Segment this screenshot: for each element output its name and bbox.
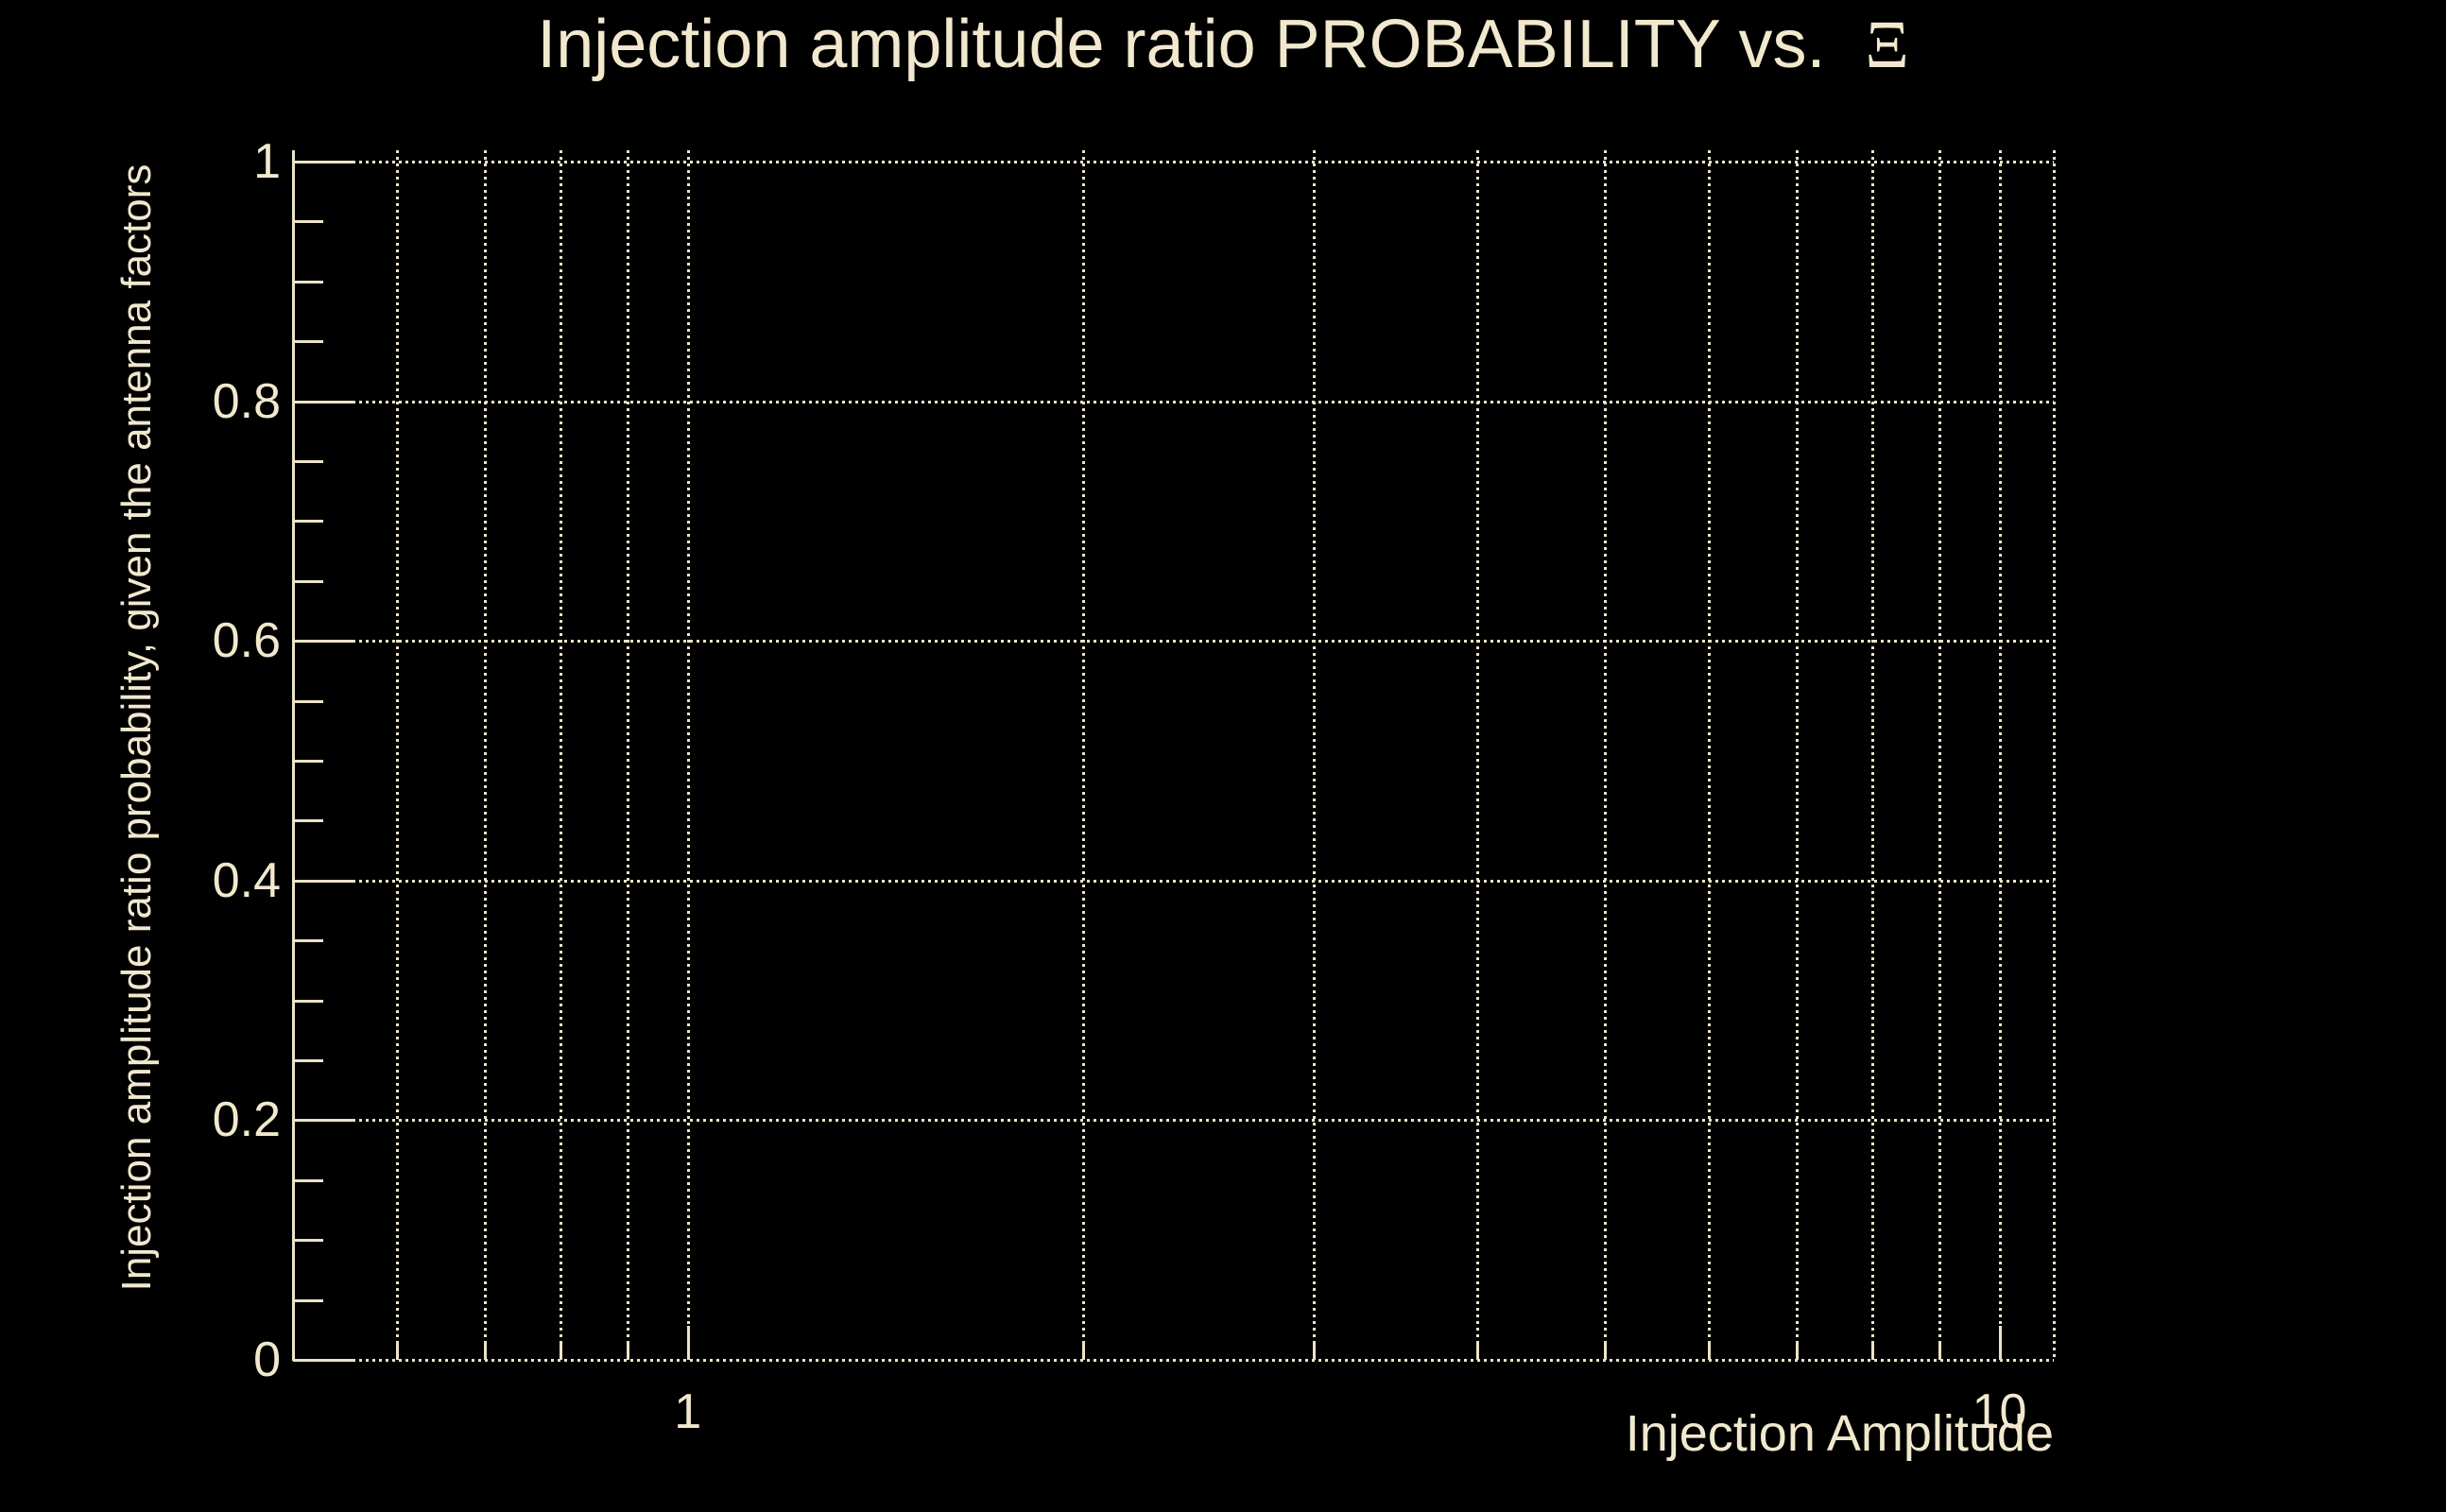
y-tick-label: 0.2 bbox=[212, 1092, 281, 1148]
y-minor-tick bbox=[293, 939, 323, 943]
y-gridline bbox=[293, 879, 2054, 883]
x-gridline bbox=[627, 150, 630, 1360]
x-axis-line bbox=[293, 1359, 2054, 1362]
x-gridline bbox=[1707, 150, 1711, 1360]
x-minor-tick bbox=[395, 1343, 399, 1360]
x-gridline bbox=[1871, 150, 1875, 1360]
y-tick-label: 0 bbox=[253, 1332, 281, 1387]
chart-title-text: Injection amplitude ratio PROBABILITY vs… bbox=[537, 7, 1826, 82]
y-major-tick bbox=[293, 879, 353, 883]
y-minor-tick bbox=[293, 699, 323, 703]
y-minor-tick bbox=[293, 1059, 323, 1062]
x-gridline bbox=[1938, 150, 1942, 1360]
chart-title: Injection amplitude ratio PROBABILITY vs… bbox=[0, 7, 2446, 82]
x-gridline bbox=[1081, 150, 1085, 1360]
x-gridline bbox=[1998, 150, 2002, 1360]
x-tick-label: 1 bbox=[674, 1384, 702, 1439]
x-gridline bbox=[1795, 150, 1799, 1360]
x-major-tick bbox=[686, 1326, 690, 1360]
x-minor-tick bbox=[1476, 1343, 1480, 1360]
y-major-tick bbox=[293, 640, 353, 644]
x-minor-tick bbox=[1707, 1343, 1711, 1360]
x-gridline bbox=[2053, 150, 2056, 1360]
y-minor-tick bbox=[293, 819, 323, 823]
y-minor-tick bbox=[293, 1298, 323, 1302]
y-minor-tick bbox=[293, 760, 323, 763]
y-minor-tick bbox=[293, 579, 323, 583]
y-gridline bbox=[293, 161, 2054, 163]
y-minor-tick bbox=[293, 999, 323, 1003]
y-gridline bbox=[293, 640, 2054, 644]
y-minor-tick bbox=[293, 1178, 323, 1182]
x-tick-label: 10 bbox=[1972, 1384, 2027, 1439]
y-major-tick bbox=[293, 1359, 353, 1362]
x-major-tick bbox=[1998, 1326, 2002, 1360]
x-minor-tick bbox=[483, 1343, 487, 1360]
y-axis-label: Injection amplitude ratio probability, g… bbox=[113, 163, 160, 1292]
x-minor-tick bbox=[627, 1343, 630, 1360]
x-minor-tick bbox=[1795, 1343, 1799, 1360]
y-minor-tick bbox=[293, 1239, 323, 1243]
y-tick-label: 0.8 bbox=[212, 373, 281, 429]
x-minor-tick bbox=[1603, 1343, 1607, 1360]
y-tick-label: 0.6 bbox=[212, 613, 281, 669]
y-tick-label: 0.4 bbox=[212, 852, 281, 908]
x-minor-tick bbox=[1312, 1343, 1316, 1360]
x-gridline bbox=[1603, 150, 1607, 1360]
y-gridline bbox=[293, 400, 2054, 404]
x-gridline bbox=[483, 150, 487, 1360]
x-gridline bbox=[395, 150, 399, 1360]
y-minor-tick bbox=[293, 220, 323, 224]
x-gridline bbox=[1476, 150, 1480, 1360]
x-minor-tick bbox=[1938, 1343, 1942, 1360]
y-minor-tick bbox=[293, 520, 323, 524]
y-minor-tick bbox=[293, 340, 323, 344]
xi-symbol: Ξ bbox=[1865, 7, 1909, 82]
y-major-tick bbox=[293, 161, 353, 163]
y-minor-tick bbox=[293, 460, 323, 463]
x-gridline bbox=[560, 150, 563, 1360]
plot-area bbox=[293, 150, 2056, 1362]
y-major-tick bbox=[293, 400, 353, 404]
x-minor-tick bbox=[560, 1343, 563, 1360]
x-gridline bbox=[1312, 150, 1316, 1360]
y-gridline bbox=[293, 1119, 2054, 1123]
y-major-tick bbox=[293, 1119, 353, 1123]
y-tick-label: 1 bbox=[253, 134, 281, 189]
x-axis-label: Injection Amplitude bbox=[1625, 1405, 2054, 1462]
x-gridline bbox=[686, 150, 690, 1360]
x-minor-tick bbox=[1871, 1343, 1875, 1360]
x-minor-tick bbox=[1081, 1343, 1085, 1360]
y-minor-tick bbox=[293, 280, 323, 284]
y-axis-line bbox=[292, 150, 295, 1361]
